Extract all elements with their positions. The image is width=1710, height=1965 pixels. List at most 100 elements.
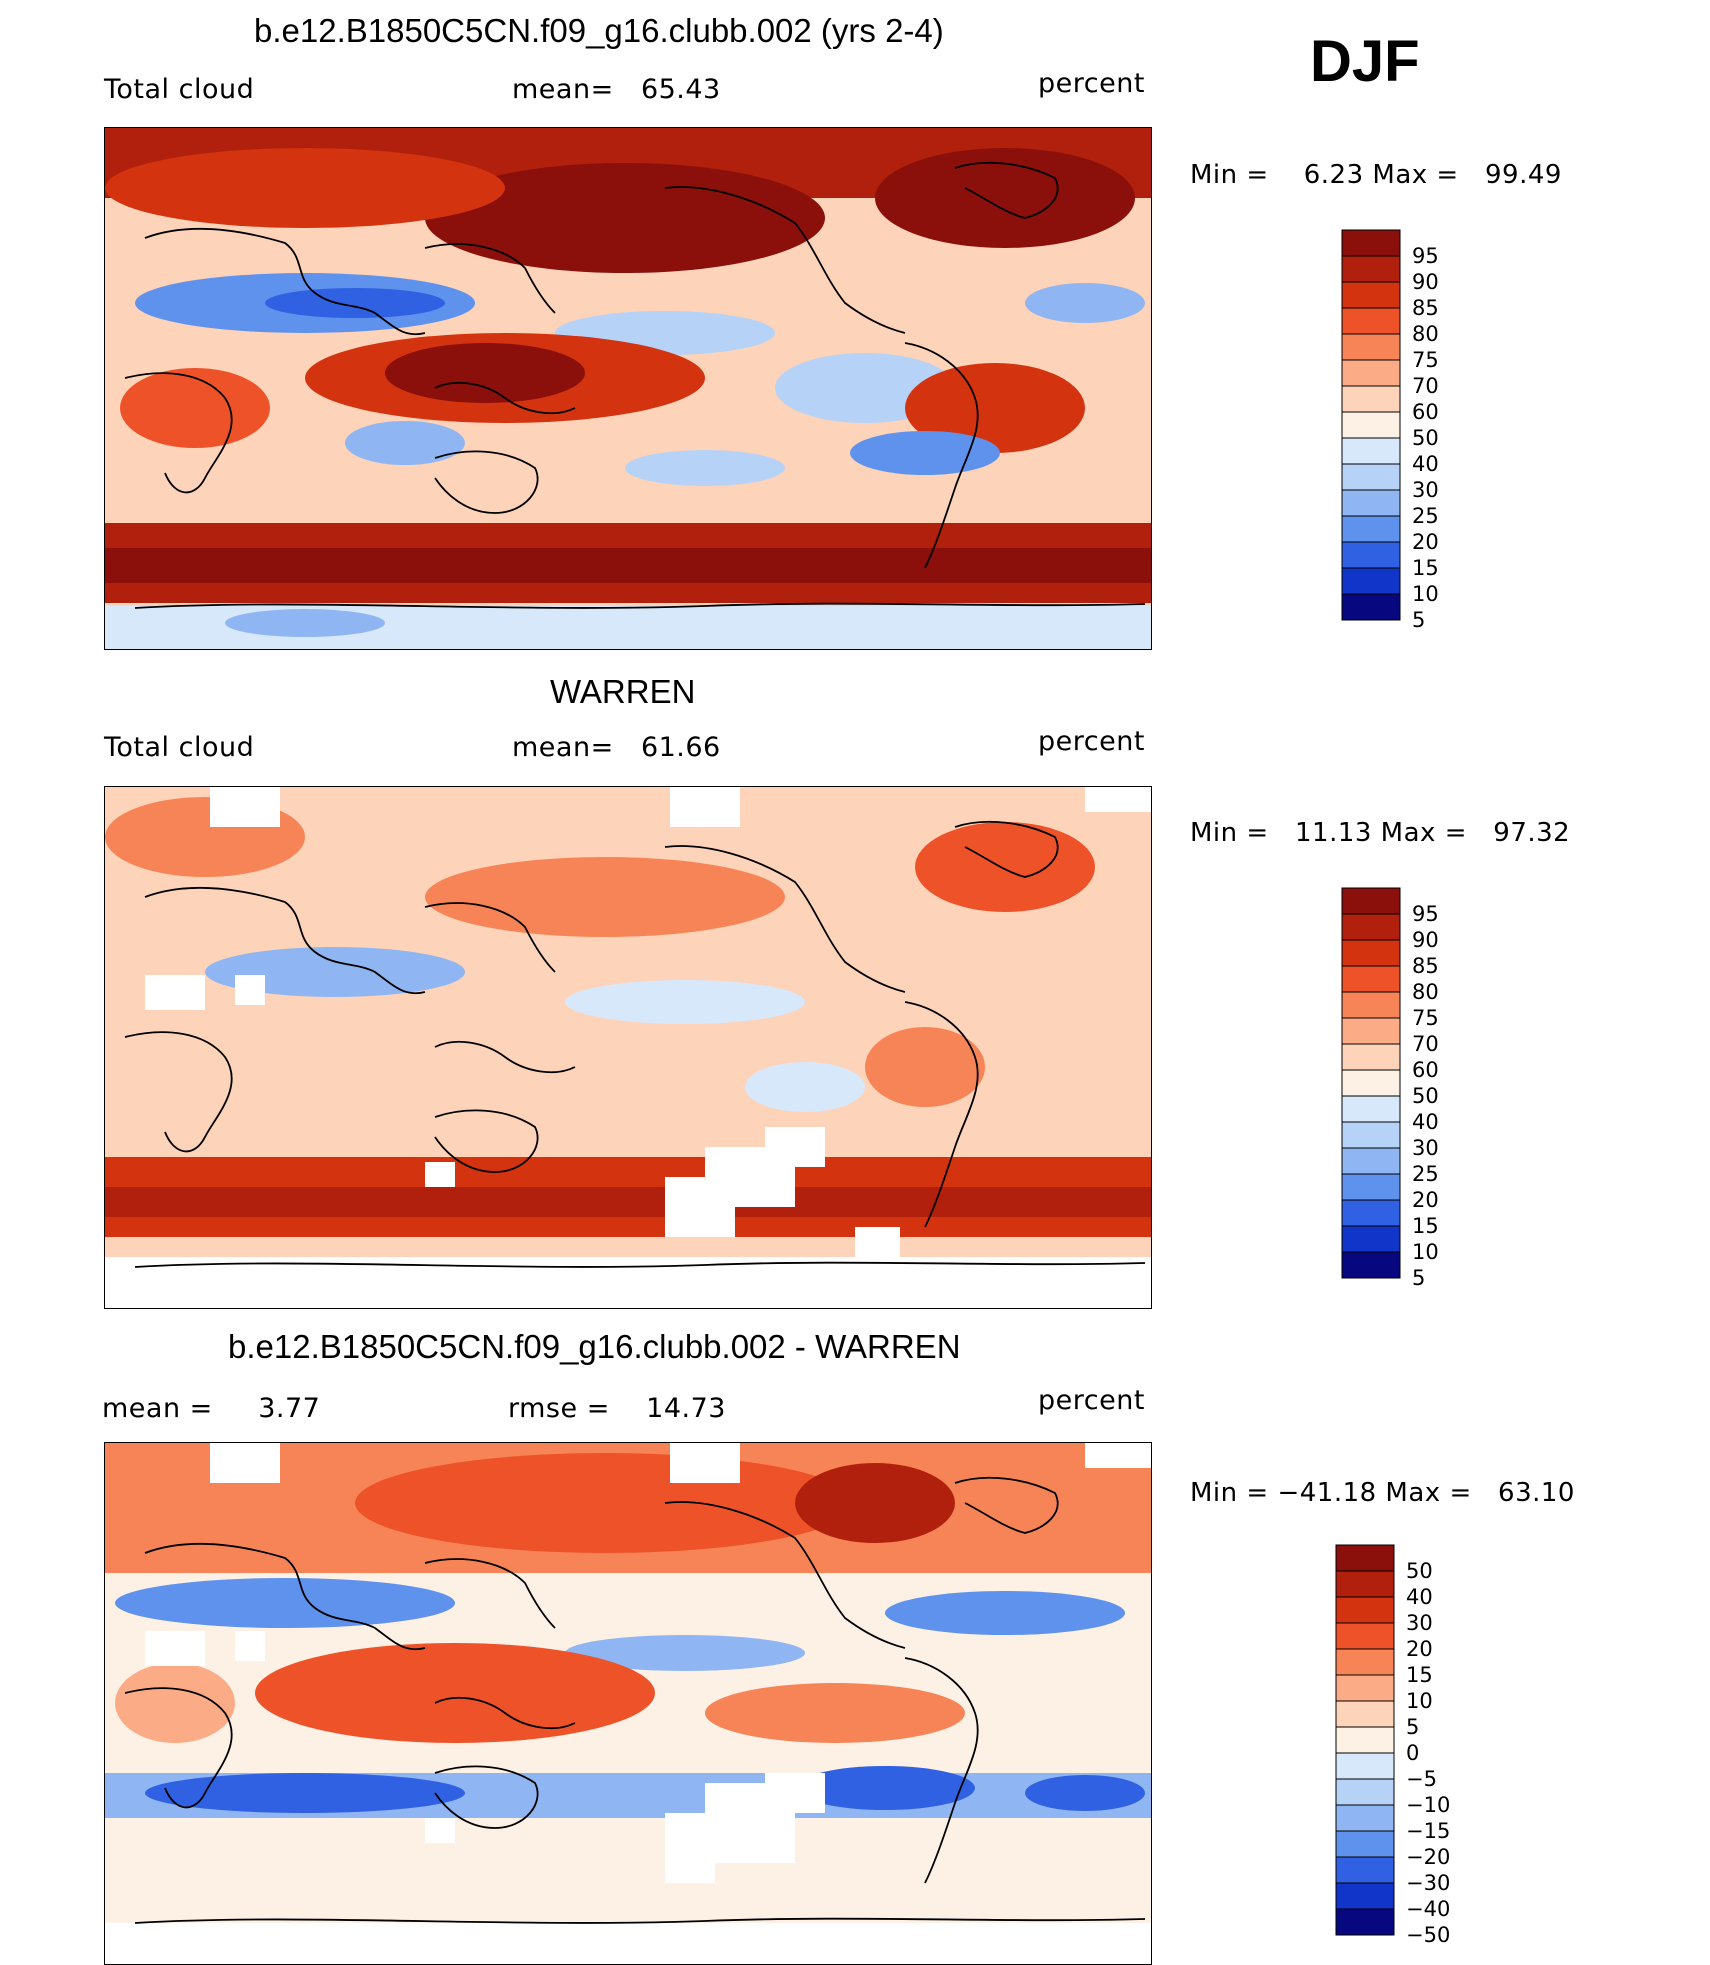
colorbar-tick-label: 15: [1406, 1663, 1433, 1687]
colorbar-tick-label: −50: [1406, 1923, 1450, 1947]
coastline: [664, 1501, 906, 1649]
coastline: [434, 450, 539, 514]
colorbar-swatch: [1341, 1095, 1401, 1123]
colorbar-tick-label: 25: [1412, 504, 1439, 528]
colorbar-swatch: [1341, 541, 1401, 569]
colorbar-swatch: [1341, 1225, 1401, 1253]
colorbar-tick-label: 10: [1412, 1240, 1439, 1264]
colorbar-swatch: [1341, 887, 1401, 915]
colorbar-tick-label: 10: [1406, 1689, 1433, 1713]
colorbar-swatch: [1335, 1700, 1395, 1728]
colorbar-swatch: [1341, 333, 1401, 361]
colorbar-tick-label: 90: [1412, 270, 1439, 294]
colorbar-swatch: [1335, 1752, 1395, 1780]
colorbar-tick-label: 85: [1412, 296, 1439, 320]
colorbar-swatch: [1335, 1908, 1395, 1936]
colorbar-tick-label: 75: [1412, 1006, 1439, 1030]
coastline: [664, 186, 906, 334]
colorbar-swatch: [1341, 437, 1401, 465]
panel-title-diff: b.e12.B1850C5CN.f09_g16.clubb.002 - WARR…: [228, 1328, 961, 1365]
colorbar-tick-label: 5: [1412, 608, 1425, 632]
panel-title-obs: WARREN: [550, 673, 696, 710]
colorbar-swatch: [1341, 385, 1401, 413]
colorbar-swatch: [1341, 913, 1401, 941]
colorbar-swatch: [1335, 1856, 1395, 1884]
coastline: [954, 161, 1059, 219]
colorbar-tick-label: 80: [1412, 322, 1439, 346]
colorbar-tick-label: 40: [1406, 1585, 1433, 1609]
colorbar-swatch: [1341, 515, 1401, 543]
rmse-label-diff: rmse = 14.73: [508, 1393, 726, 1424]
coastline: [124, 1031, 233, 1153]
colorbar-tick-label: 75: [1412, 348, 1439, 372]
colorbar-swatch: [1341, 255, 1401, 283]
colorbar-swatch: [1341, 229, 1401, 257]
colorbar-tick-label: 10: [1412, 582, 1439, 606]
coastline: [424, 1558, 556, 1629]
coastline: [134, 1917, 1146, 1924]
colorbar-tick-label: 85: [1412, 954, 1439, 978]
colorbar-swatch: [1341, 1069, 1401, 1097]
colorbar-tick-label: 50: [1412, 426, 1439, 450]
colorbar-swatch: [1335, 1570, 1395, 1598]
coastline: [424, 243, 556, 314]
colorbar-swatch: [1335, 1804, 1395, 1832]
units-label-diff: percent: [1038, 1385, 1145, 1416]
colorbar-tick-label: 30: [1412, 1136, 1439, 1160]
colorbar-swatch: [1341, 307, 1401, 335]
colorbar-tick-label: 60: [1412, 1058, 1439, 1082]
map-model: [104, 127, 1152, 650]
field-label-obs: Total cloud: [104, 732, 255, 763]
colorbar-tick-label: 70: [1412, 374, 1439, 398]
colorbar-tick-label: 90: [1412, 928, 1439, 952]
colorbar-tick-label: −20: [1406, 1845, 1450, 1869]
colorbar-swatch: [1335, 1726, 1395, 1754]
mean-label-obs: mean= 61.66: [512, 732, 721, 763]
colorbar-tick-label: 40: [1412, 1110, 1439, 1134]
colorbar-swatch: [1335, 1622, 1395, 1650]
coastline: [434, 381, 576, 415]
colorbar-tick-label: 30: [1412, 478, 1439, 502]
season-label: DJF: [1310, 29, 1420, 94]
coastline: [954, 1476, 1059, 1534]
colorbar-tick-label: 5: [1412, 1266, 1425, 1290]
coastline: [904, 342, 979, 569]
coastline: [144, 1543, 426, 1651]
coastline: [124, 1687, 233, 1809]
coastline: [434, 1765, 539, 1829]
coastline: [904, 1657, 979, 1884]
colorbar-swatch: [1341, 965, 1401, 993]
colorbar-tick-label: 30: [1406, 1611, 1433, 1635]
mean-label-diff: mean = 3.77: [102, 1393, 321, 1424]
colorbar-tick-label: −5: [1406, 1767, 1437, 1791]
coastline: [434, 1696, 576, 1730]
colorbar-tick-label: 80: [1412, 980, 1439, 1004]
colorbar-obs: 95 90 85 80 75 70 60 50 40 30 25 20 15 10 5: [1340, 886, 1450, 1301]
colorbar-tick-label: 20: [1412, 1188, 1439, 1212]
colorbar-tick-label: 25: [1412, 1162, 1439, 1186]
colorbar-tick-label: 0: [1406, 1741, 1419, 1765]
colorbar-swatch: [1335, 1674, 1395, 1702]
colorbar-tick-label: 95: [1412, 244, 1439, 268]
coastline: [144, 887, 426, 995]
coastline: [954, 820, 1059, 878]
colorbar-swatch: [1335, 1778, 1395, 1806]
coastline: [424, 902, 556, 973]
colorbar-tick-label: 95: [1412, 902, 1439, 926]
colorbar-swatch: [1341, 1199, 1401, 1227]
field-label-model: Total cloud: [104, 74, 255, 105]
minmax-model: Min = 6.23 Max = 99.49: [1190, 160, 1562, 190]
colorbar-swatch: [1335, 1544, 1395, 1572]
colorbar-swatch: [1335, 1596, 1395, 1624]
colorbar-swatch: [1341, 991, 1401, 1019]
colorbar-tick-label: 50: [1406, 1559, 1433, 1583]
colorbar-swatch: [1341, 939, 1401, 967]
colorbar-swatch: [1341, 1017, 1401, 1045]
colorbar-model: 95 90 85 80 75 70 60 50 40 30 25 20 15 10 5: [1340, 228, 1450, 643]
map-diff: [104, 1442, 1152, 1965]
colorbar-tick-label: −30: [1406, 1871, 1450, 1895]
units-label-model: percent: [1038, 68, 1145, 99]
colorbar-swatch: [1341, 1251, 1401, 1279]
colorbar-tick-label: 20: [1412, 530, 1439, 554]
colorbar-tick-label: −40: [1406, 1897, 1450, 1921]
